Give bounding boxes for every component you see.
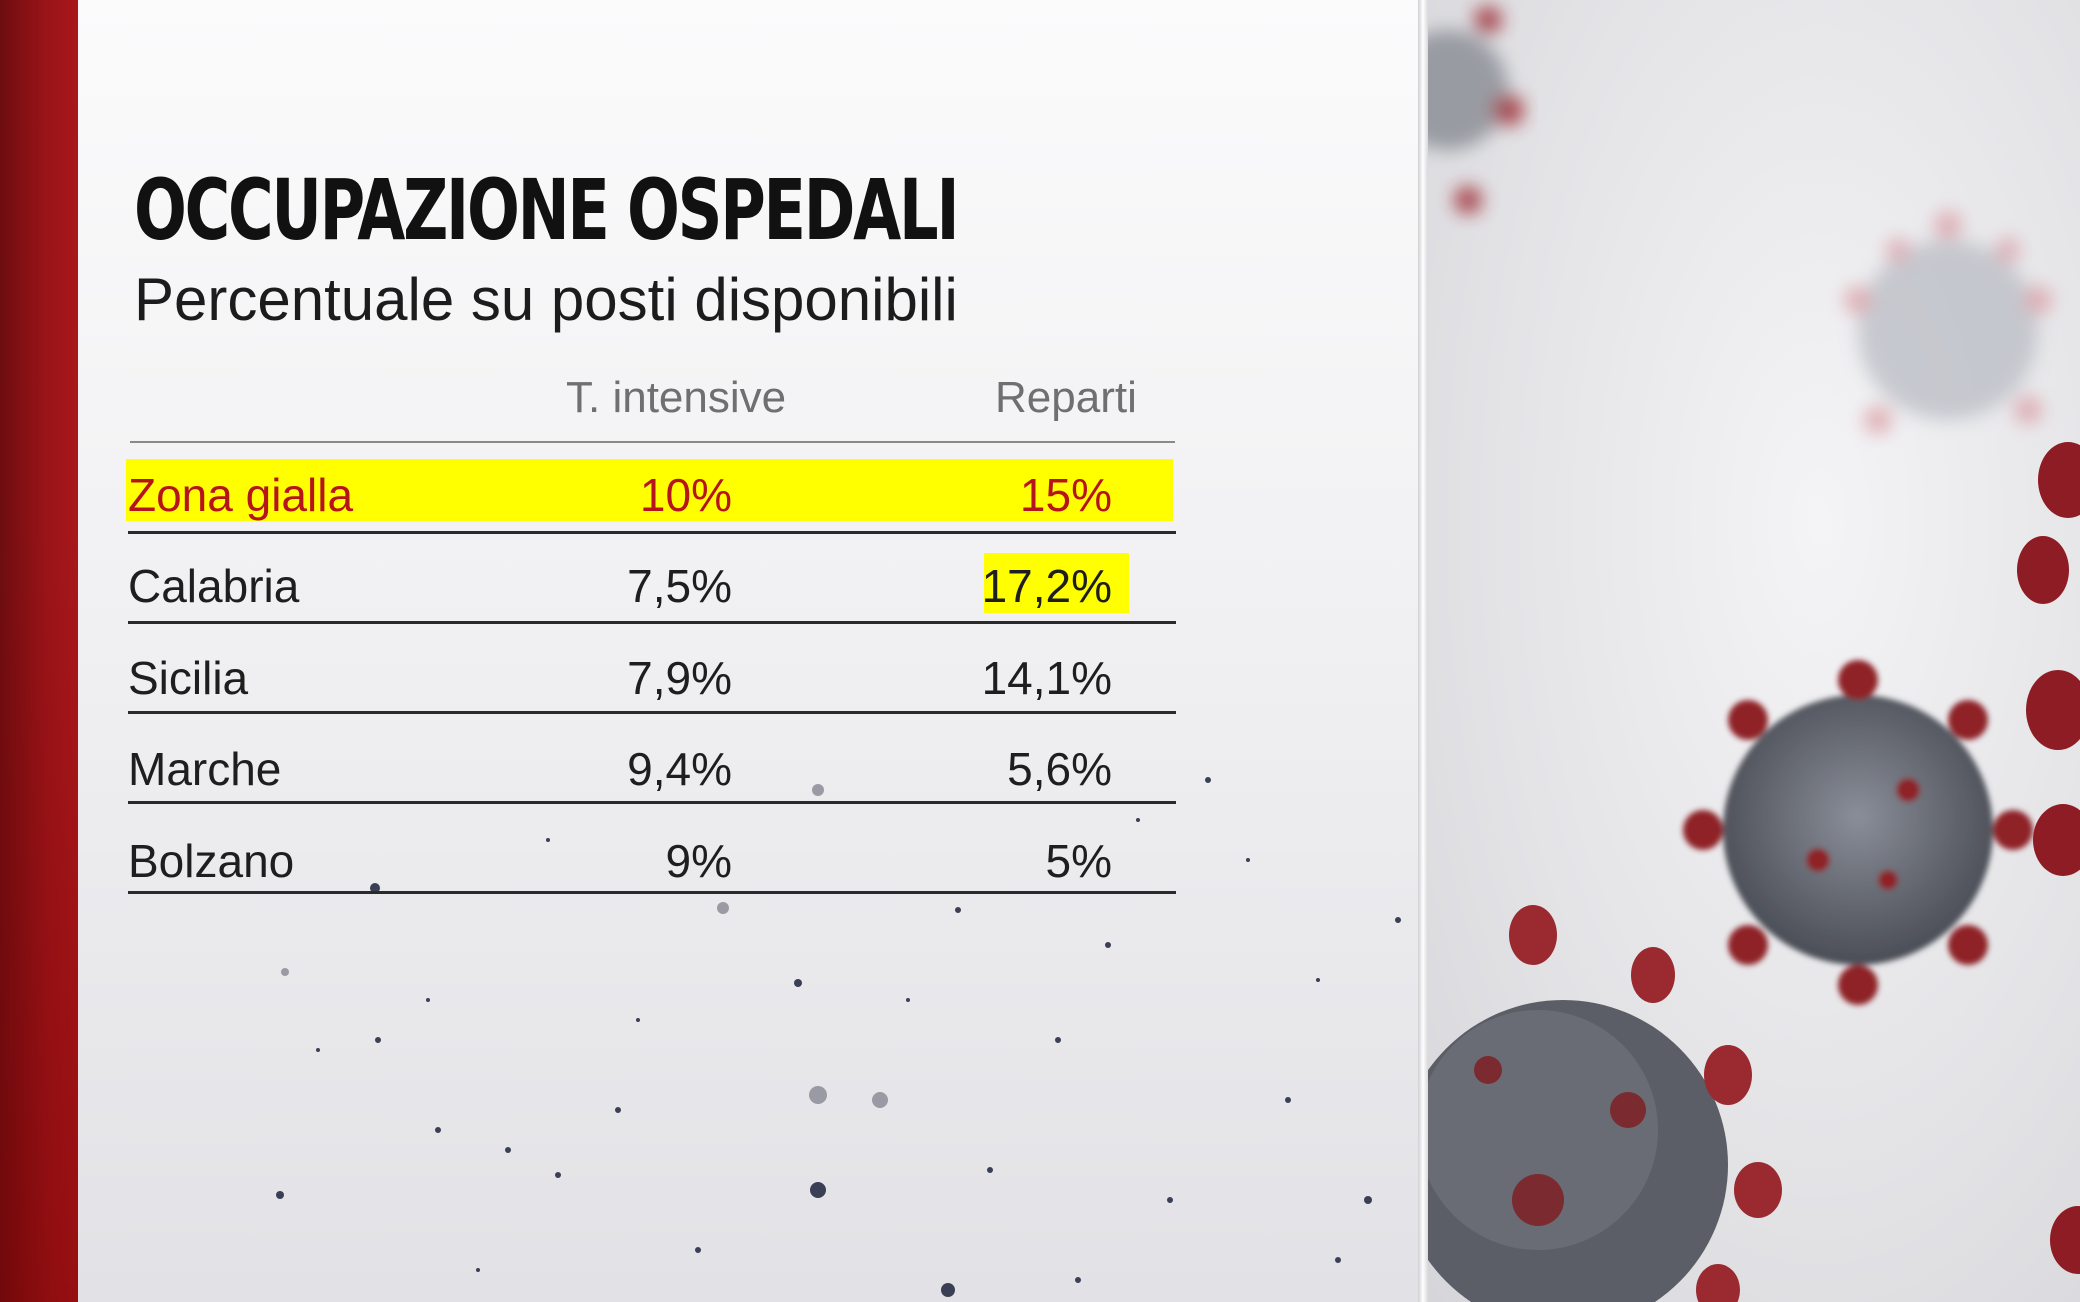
cell-highlight	[984, 553, 1129, 613]
column-header-reparti: Reparti	[995, 373, 1137, 422]
value-reparti: 17,2%	[981, 560, 1112, 612]
coronavirus-icon	[1428, 6, 2080, 1302]
value-reparti: 5%	[1045, 835, 1112, 887]
value-intensive: 7,9%	[627, 652, 732, 704]
virus-background	[1428, 0, 2080, 1302]
row-label: Bolzano	[128, 835, 295, 887]
row-divider	[128, 621, 1176, 624]
value-reparti: 14,1%	[981, 652, 1112, 704]
row-label: Marche	[128, 743, 282, 795]
page-title: OCCUPAZIONE OSPEDALI	[134, 161, 960, 259]
vertical-divider	[1418, 0, 1428, 1302]
row-label: Zona gialla	[128, 469, 354, 521]
value-reparti: 15%	[1019, 469, 1112, 521]
page-subtitle: Percentuale su posti disponibili	[134, 266, 958, 333]
value-reparti: 5,6%	[1007, 743, 1112, 795]
row-divider	[128, 891, 1176, 894]
value-intensive: 9%	[665, 835, 732, 887]
value-intensive: 10%	[639, 469, 732, 521]
column-header-intensive: T. intensive	[566, 373, 787, 422]
header-divider	[130, 441, 1175, 443]
row-label: Calabria	[128, 560, 300, 612]
content-panel	[78, 0, 1418, 1302]
row-divider	[128, 801, 1176, 804]
row-divider	[128, 711, 1176, 714]
row-highlight	[126, 459, 1173, 521]
value-intensive: 7,5%	[627, 560, 732, 612]
left-red-strip	[0, 0, 78, 1302]
value-intensive: 9,4%	[627, 743, 732, 795]
row-divider	[128, 531, 1176, 534]
row-label: Sicilia	[128, 652, 249, 704]
